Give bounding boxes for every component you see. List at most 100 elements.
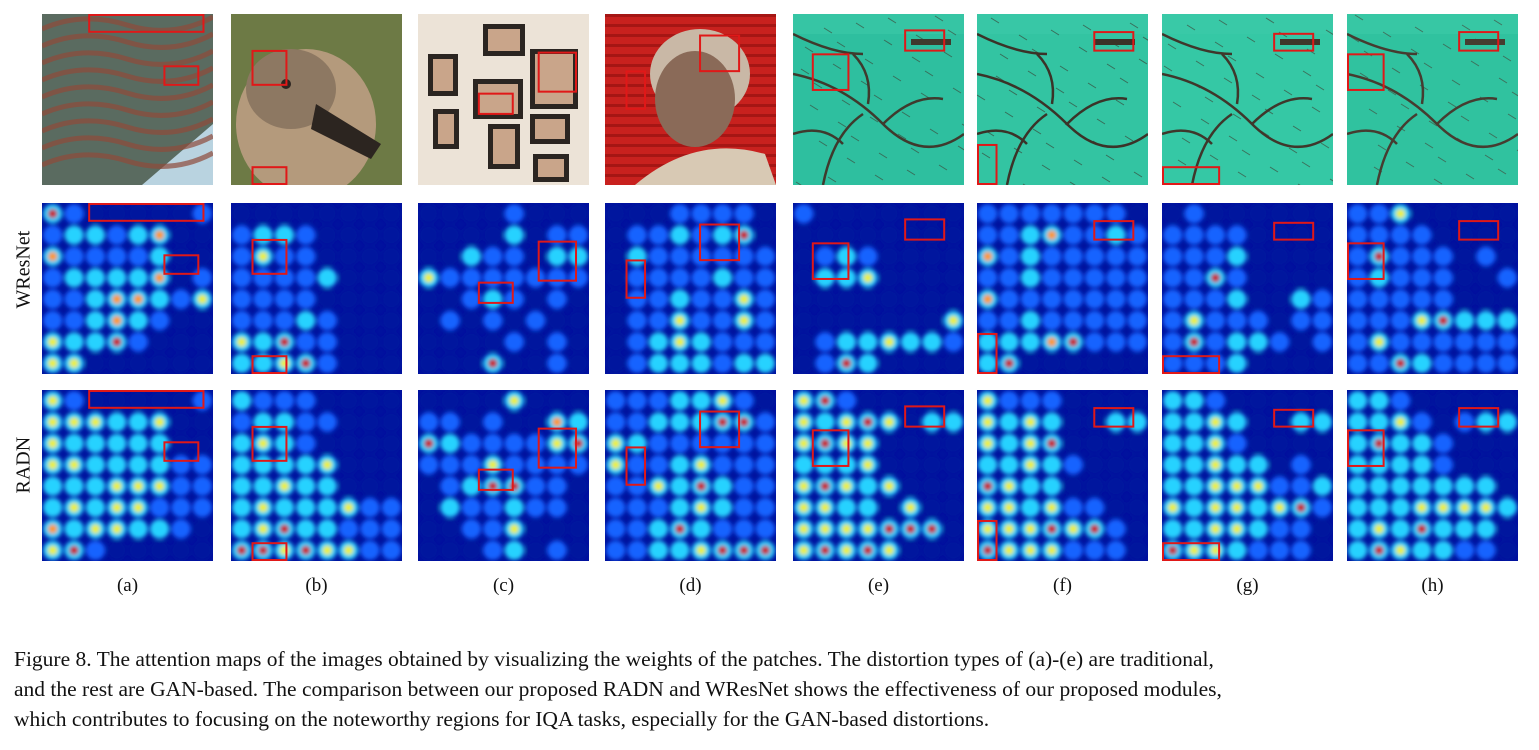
attention-cell	[606, 519, 626, 539]
attention-cell	[547, 476, 567, 496]
attention-cell	[1127, 289, 1147, 309]
attention-cell	[1497, 310, 1517, 331]
column-label: (d)	[679, 575, 702, 596]
attention-cell	[1433, 268, 1453, 288]
attention-cell	[1248, 497, 1268, 518]
attention-cell	[1227, 455, 1247, 475]
attention-cell	[504, 246, 524, 267]
attention-cell	[879, 225, 899, 245]
attention-cell	[192, 476, 212, 496]
attention-cell	[1106, 497, 1126, 518]
highlight-box	[537, 427, 578, 469]
attention-cell	[1390, 289, 1411, 309]
attention-cell	[461, 289, 482, 309]
attention-cell	[1063, 391, 1083, 411]
attention-cell	[900, 310, 921, 331]
attention-cell	[999, 246, 1019, 267]
attention-cell	[1184, 246, 1204, 267]
attention-map-wresnet	[42, 203, 213, 374]
attention-cell	[525, 332, 546, 352]
highlight-box	[537, 240, 578, 282]
attention-cell	[461, 455, 482, 475]
attention-cell	[1084, 391, 1105, 411]
attention-cell	[1269, 391, 1290, 411]
attention-cell	[1369, 412, 1389, 432]
attention-cell	[1412, 353, 1432, 373]
attention-cell	[978, 353, 998, 373]
attention-cell	[192, 268, 212, 288]
attention-map-wresnet	[231, 203, 402, 374]
attention-cell	[85, 540, 106, 560]
attention-map-radn	[605, 390, 776, 561]
attention-cell	[1476, 204, 1496, 224]
attention-cell	[755, 353, 775, 373]
attention-cell	[1312, 476, 1332, 496]
attention-cell	[483, 412, 503, 432]
attention-cell	[1497, 353, 1517, 373]
highlight-box	[1093, 31, 1135, 52]
attention-cell	[1106, 310, 1126, 331]
attention-cell	[419, 353, 439, 373]
attention-cell	[978, 332, 998, 352]
attention-cell	[1127, 455, 1147, 475]
attention-cell	[317, 476, 337, 496]
attention-cell	[107, 353, 127, 373]
attention-cell	[734, 455, 754, 475]
attention-cell	[815, 289, 835, 309]
attention-cell	[1063, 204, 1083, 224]
highlight-box	[1273, 32, 1315, 52]
attention-cell	[1348, 391, 1368, 411]
attention-cell	[338, 246, 359, 267]
attention-cell	[712, 310, 733, 331]
attention-cell	[504, 310, 524, 331]
attention-cell	[794, 225, 814, 245]
attention-cell	[755, 204, 775, 224]
attention-cell	[504, 497, 524, 518]
attention-cell	[900, 204, 921, 224]
attention-cell	[253, 332, 273, 352]
attention-cell	[1227, 353, 1247, 373]
attention-cell	[1497, 332, 1517, 352]
attention-cell	[547, 332, 567, 352]
highlight-box	[477, 92, 514, 115]
attention-cell	[1020, 289, 1041, 309]
attention-cell	[568, 497, 588, 518]
attention-cell	[1348, 332, 1368, 352]
attention-cell	[360, 289, 380, 309]
attention-cell	[1476, 540, 1496, 560]
highlight-box	[811, 242, 850, 280]
attention-cell	[606, 497, 626, 518]
attention-cell	[107, 204, 127, 224]
attention-cell	[978, 225, 998, 245]
attention-cell	[419, 225, 439, 245]
attention-cell	[1348, 310, 1368, 331]
attention-cell	[815, 310, 835, 331]
attention-cell	[815, 225, 835, 245]
attention-cell	[1476, 412, 1496, 432]
attention-cell	[943, 497, 963, 518]
attention-cell	[1042, 268, 1062, 288]
attention-cell	[1184, 455, 1204, 475]
attention-cell	[815, 268, 835, 288]
attention-cell	[712, 204, 733, 224]
attention-cell	[922, 310, 942, 331]
attention-cell	[1227, 289, 1247, 309]
attention-cell	[317, 268, 337, 288]
attention-cell	[606, 476, 626, 496]
attention-cell	[1248, 204, 1268, 224]
attention-cell	[1269, 246, 1290, 267]
attention-cell	[627, 204, 647, 224]
attention-cell	[1269, 540, 1290, 560]
attention-cell	[755, 476, 775, 496]
attention-cell	[670, 433, 690, 454]
attention-cell	[670, 476, 690, 496]
attention-cell	[1084, 455, 1105, 475]
attention-cell	[360, 246, 380, 267]
attention-cell	[922, 455, 942, 475]
source-image	[42, 14, 213, 185]
attention-cell	[85, 353, 106, 373]
attention-cell	[525, 268, 546, 288]
attention-cell	[43, 476, 63, 496]
attention-cell	[1454, 289, 1475, 309]
attention-cell	[1106, 289, 1126, 309]
